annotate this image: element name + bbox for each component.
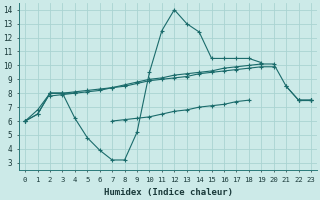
X-axis label: Humidex (Indice chaleur): Humidex (Indice chaleur) [104, 188, 233, 197]
